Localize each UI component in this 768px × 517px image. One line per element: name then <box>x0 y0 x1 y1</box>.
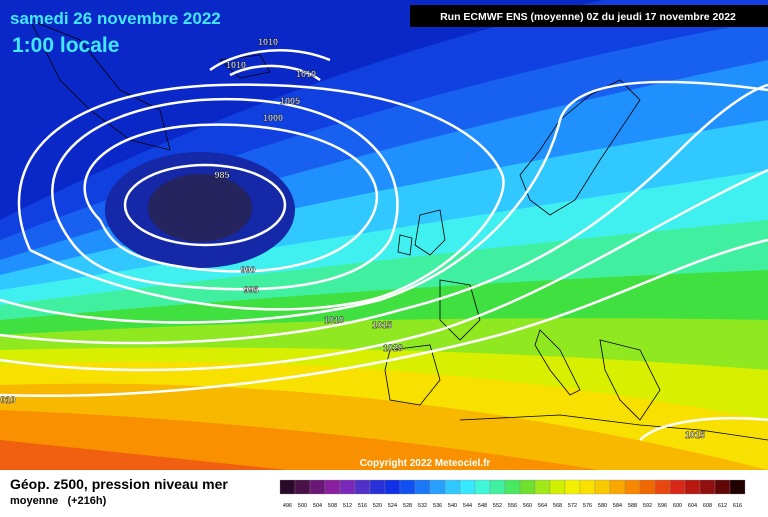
scale-swatch <box>729 479 746 495</box>
scale-label: 500 <box>298 503 307 509</box>
copyright: Copyright 2022 Meteociel.fr <box>360 458 491 469</box>
time-title: 1:00 locale <box>12 34 119 57</box>
scale-label: 512 <box>343 503 352 509</box>
isobar-label: 1015 <box>372 320 392 330</box>
scale-label: 580 <box>598 503 607 509</box>
scale-label: 560 <box>523 503 532 509</box>
scale-swatch <box>594 479 611 495</box>
isobar-label: 990 <box>240 265 255 275</box>
scale-swatch <box>429 479 446 495</box>
color-scale: 496 500 504 508 512 516 520 524 528 532 536 540 544 5… <box>279 479 746 509</box>
scale-swatch <box>639 479 656 495</box>
isobar-label: 1010 <box>296 69 316 79</box>
scale-label: 588 <box>628 503 637 509</box>
scale-swatch <box>504 479 521 495</box>
scale-label: 532 <box>418 503 427 509</box>
scale-swatch <box>474 479 491 495</box>
scale-swatch <box>459 479 476 495</box>
isobar-label: 1005 <box>280 96 300 106</box>
coastlines <box>29 19 768 441</box>
scale-label: 568 <box>553 503 562 509</box>
isobar-label: 1010 <box>324 315 344 325</box>
scale-label: 548 <box>478 503 487 509</box>
scale-label: 496 <box>283 503 292 509</box>
scale-swatch <box>564 479 581 495</box>
scale-swatch <box>579 479 596 495</box>
scale-label: 544 <box>463 503 472 509</box>
scale-swatch <box>534 479 551 495</box>
scale-label: 612 <box>718 503 727 509</box>
scale-label: 604 <box>688 503 697 509</box>
scale-label: 572 <box>568 503 577 509</box>
run-info: Run ECMWF ENS (moyenne) 0Z du jeudi 17 n… <box>440 11 736 23</box>
scale-label: 552 <box>493 503 502 509</box>
scale-label: 516 <box>358 503 367 509</box>
scale-swatch <box>489 479 506 495</box>
low-pressure <box>105 152 295 268</box>
scale-swatch <box>519 479 536 495</box>
isobar-label: 995 <box>243 285 258 295</box>
isobar-label: 1010 <box>226 60 246 70</box>
scale-swatch <box>324 479 341 495</box>
scale-swatch <box>669 479 686 495</box>
date-title: samedi 26 novembre 2022 <box>10 9 221 28</box>
isobar-labels: 1010 1010 1010 1005 1000 985 990 995 1010 1015 102… <box>0 37 705 440</box>
scale-label: 608 <box>703 503 712 509</box>
scale-label: 540 <box>448 503 457 509</box>
scale-label: 524 <box>388 503 397 509</box>
scale-label: 556 <box>508 503 517 509</box>
footer-subtitle: moyenne (+216h) <box>10 495 107 507</box>
isobar-label: 1020 <box>383 343 403 353</box>
scale-swatch <box>699 479 716 495</box>
scale-label: 600 <box>673 503 682 509</box>
isobar-label: 1000 <box>263 113 283 123</box>
scale-swatch <box>549 479 566 495</box>
isobar-label: 1015 <box>685 430 705 440</box>
scale-label: 576 <box>583 503 592 509</box>
scale-swatch <box>339 479 356 495</box>
scale-swatch <box>444 479 461 495</box>
scale-label: 536 <box>433 503 442 509</box>
scale-swatch <box>309 479 326 495</box>
scale-swatch <box>714 479 731 495</box>
scale-label: 504 <box>313 503 322 509</box>
scale-label: 508 <box>328 503 337 509</box>
scale-swatch <box>384 479 401 495</box>
scale-swatch <box>354 479 371 495</box>
footer-title: Géop. z500, pression niveau mer <box>10 476 228 492</box>
scale-swatch <box>279 479 296 495</box>
scale-swatch <box>609 479 626 495</box>
scale-label: 616 <box>733 503 742 509</box>
scale-swatch <box>624 479 641 495</box>
isobars <box>0 49 768 441</box>
scale-label: 584 <box>613 503 622 509</box>
scale-label: 596 <box>658 503 667 509</box>
scale-label: 520 <box>373 503 382 509</box>
scale-label: 528 <box>403 503 412 509</box>
scale-swatch <box>369 479 386 495</box>
isobar-label: 985 <box>214 170 229 180</box>
scale-label: 592 <box>643 503 652 509</box>
scale-swatch <box>414 479 431 495</box>
scale-swatch <box>294 479 311 495</box>
scale-swatch <box>399 479 416 495</box>
isobar-label: 010 <box>0 395 15 405</box>
run-box <box>410 5 768 27</box>
scale-label: 564 <box>538 503 547 509</box>
scale-swatch <box>654 479 671 495</box>
isobar-label: 1010 <box>258 37 278 47</box>
band <box>0 0 768 220</box>
scale-swatch <box>684 479 701 495</box>
